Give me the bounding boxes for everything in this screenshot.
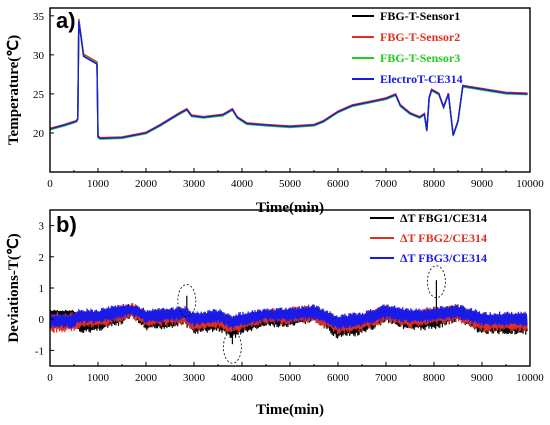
legend-entry-label: ΔT FBG1/CE314 (400, 211, 487, 225)
x-tick-label: 0 (47, 178, 53, 190)
x-tick-label: 4000 (231, 372, 254, 384)
x-tick-label: 0 (47, 372, 53, 384)
y-tick-label: 3 (39, 221, 45, 233)
x-tick-label: 7000 (375, 178, 398, 190)
legend-entry-label: ΔT FBG3/CE314 (400, 251, 487, 265)
x-tick-label: 8000 (423, 372, 446, 384)
y-tick-label: 20 (33, 128, 45, 140)
panel-a-legend: FBG-T-Sensor1 FBG-T-Sensor2 FBG-T-Sensor3 E… (352, 9, 463, 86)
panel-b-y-axis-title: Deviations-T(℃) (6, 233, 22, 342)
panel-b-series (49, 280, 528, 345)
x-tick-label: 9000 (471, 372, 494, 384)
annotation-dashed-ellipse (177, 284, 197, 317)
panel-b-x-axis-title: Time(min) (256, 402, 324, 418)
legend-entry-label: FBG-T-Sensor1 (380, 9, 460, 23)
panel-a-y-axis-title: Temperature(℃) (6, 35, 22, 145)
legend-entry-label: ΔT FBG2/CE314 (400, 231, 487, 245)
panel-a: 0 1000 2000 3000 4000 5000 6000 7000 8000 9000 100… (6, 7, 544, 216)
panel-a-x-ticks: 0 1000 2000 3000 4000 5000 6000 7000 8000 9000 100… (47, 168, 544, 190)
series-band--t-fbg3-ce314 (49, 303, 528, 331)
legend-entry-label: ElectroT-CE314 (380, 72, 463, 86)
series-line-electrot-ce314 (49, 21, 528, 140)
panel-b-label: b) (56, 212, 77, 237)
y-tick-label: 2 (39, 252, 45, 264)
panel-a-label: a) (56, 8, 76, 33)
x-tick-label: 3000 (183, 178, 206, 190)
y-tick-label: 35 (33, 11, 45, 23)
x-tick-label: 10000 (516, 372, 544, 384)
y-tick-label: -1 (35, 345, 44, 357)
panel-a-y-ticks: 20 25 30 35 (33, 11, 54, 140)
x-tick-label: 2000 (135, 372, 158, 384)
panel-a-series (49, 18, 528, 140)
legend-entry-label: FBG-T-Sensor3 (380, 51, 460, 65)
x-tick-label: 8000 (423, 178, 446, 190)
x-tick-label: 6000 (327, 372, 350, 384)
panel-b-legend: ΔT FBG1/CE314 ΔT FBG2/CE314 ΔT FBG3/CE314 (370, 211, 487, 265)
x-tick-label: 3000 (183, 372, 206, 384)
y-tick-label: 0 (39, 314, 45, 326)
annotation-dashed-ellipse (222, 330, 242, 364)
y-tick-label: 25 (33, 89, 45, 101)
legend-entry-label: FBG-T-Sensor2 (380, 30, 460, 44)
x-tick-label: 10000 (516, 178, 544, 190)
x-tick-label: 7000 (375, 372, 398, 384)
panel-b-y-ticks: -1 0 1 2 3 (35, 221, 54, 357)
x-tick-label: 6000 (327, 178, 350, 190)
x-tick-label: 9000 (471, 178, 494, 190)
y-tick-label: 1 (39, 283, 45, 295)
panel-b-annotations (177, 265, 446, 364)
x-tick-label: 1000 (87, 372, 110, 384)
x-tick-label: 1000 (87, 178, 110, 190)
x-tick-label: 5000 (279, 372, 302, 384)
annotation-dashed-ellipse (426, 265, 446, 299)
panel-b: 0 1000 2000 3000 4000 5000 6000 7000 8000 9000 100… (6, 209, 544, 418)
x-tick-label: 4000 (231, 178, 254, 190)
panel-a-x-axis-title: Time(min) (256, 200, 324, 216)
x-tick-label: 2000 (135, 178, 158, 190)
y-tick-label: 30 (33, 50, 45, 62)
x-tick-label: 5000 (279, 178, 302, 190)
panel-b-x-ticks: 0 1000 2000 3000 4000 5000 6000 7000 8000 9000 100… (47, 362, 544, 384)
